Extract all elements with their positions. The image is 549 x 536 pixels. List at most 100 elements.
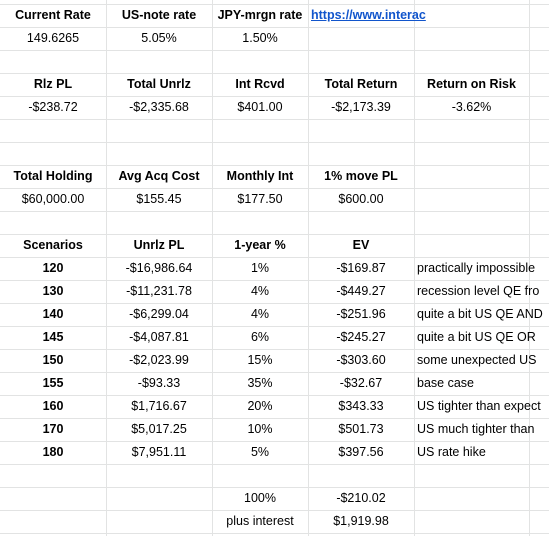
- data-cell[interactable]: -$4,087.81: [129, 330, 189, 344]
- data-cell[interactable]: practically impossible: [417, 261, 536, 275]
- data-cell[interactable]: recession level QE fro: [417, 284, 540, 298]
- row-gridline: [0, 372, 549, 373]
- data-cell[interactable]: $5,017.25: [131, 422, 187, 436]
- header-cell[interactable]: Int Rcvd: [235, 77, 285, 91]
- data-cell[interactable]: $397.56: [338, 445, 384, 459]
- row-gridline: [0, 280, 549, 281]
- data-cell[interactable]: -$11,231.78: [126, 284, 192, 298]
- data-cell[interactable]: quite a bit US QE AND: [417, 307, 543, 321]
- data-cell[interactable]: 155: [42, 376, 64, 390]
- row-gridline: [0, 487, 549, 488]
- data-cell[interactable]: 1%: [250, 261, 270, 275]
- data-cell[interactable]: 180: [42, 445, 64, 459]
- data-cell[interactable]: $155.45: [136, 192, 182, 206]
- row-gridline: [0, 211, 549, 212]
- header-cell[interactable]: EV: [352, 238, 370, 252]
- column-gridline: [212, 0, 213, 536]
- header-cell[interactable]: Current Rate: [15, 8, 91, 22]
- row-gridline: [0, 4, 549, 5]
- header-cell[interactable]: Avg Acq Cost: [118, 169, 200, 183]
- data-cell[interactable]: 10%: [247, 422, 273, 436]
- data-cell[interactable]: -$303.60: [336, 353, 386, 367]
- column-gridline: [529, 0, 530, 536]
- data-cell[interactable]: 150: [42, 353, 64, 367]
- data-cell[interactable]: $1,919.98: [333, 514, 389, 528]
- data-cell[interactable]: -$6,299.04: [129, 307, 189, 321]
- data-cell[interactable]: 4%: [250, 284, 270, 298]
- data-cell[interactable]: $1,716.67: [131, 399, 187, 413]
- data-cell[interactable]: $501.73: [338, 422, 384, 436]
- data-cell[interactable]: base case: [417, 376, 474, 390]
- header-cell[interactable]: Total Holding: [13, 169, 93, 183]
- data-cell[interactable]: $343.33: [338, 399, 384, 413]
- header-cell[interactable]: 1% move PL: [324, 169, 398, 183]
- data-cell[interactable]: 35%: [247, 376, 273, 390]
- data-cell[interactable]: quite a bit US QE OR: [417, 330, 536, 344]
- data-cell[interactable]: $177.50: [237, 192, 283, 206]
- data-cell[interactable]: -$169.87: [336, 261, 386, 275]
- data-cell[interactable]: 170: [42, 422, 64, 436]
- data-cell[interactable]: 5.05%: [141, 31, 177, 45]
- row-gridline: [0, 165, 549, 166]
- row-gridline: [0, 510, 549, 511]
- data-cell[interactable]: -$238.72: [28, 100, 78, 114]
- row-gridline: [0, 533, 549, 534]
- row-gridline: [0, 27, 549, 28]
- data-cell[interactable]: -$16,986.64: [125, 261, 193, 275]
- header-cell[interactable]: Return on Risk: [427, 77, 516, 91]
- row-gridline: [0, 441, 549, 442]
- header-cell[interactable]: Monthly Int: [226, 169, 294, 183]
- data-cell[interactable]: 1.50%: [242, 31, 278, 45]
- reference-link[interactable]: https://www.interac: [311, 8, 426, 22]
- data-cell[interactable]: 149.6265: [26, 31, 80, 45]
- data-cell[interactable]: US rate hike: [417, 445, 486, 459]
- data-cell[interactable]: -$93.33: [137, 376, 181, 390]
- row-gridline: [0, 142, 549, 143]
- data-cell[interactable]: 5%: [250, 445, 270, 459]
- data-cell[interactable]: 145: [42, 330, 64, 344]
- data-cell[interactable]: -$210.02: [336, 491, 386, 505]
- data-cell[interactable]: 20%: [247, 399, 273, 413]
- data-cell[interactable]: $60,000.00: [21, 192, 85, 206]
- data-cell[interactable]: 100%: [244, 491, 276, 505]
- data-cell[interactable]: -3.62%: [451, 100, 492, 114]
- header-cell[interactable]: Total Unrlz: [127, 77, 191, 91]
- data-cell[interactable]: 4%: [250, 307, 270, 321]
- row-gridline: [0, 73, 549, 74]
- data-cell[interactable]: 160: [42, 399, 64, 413]
- header-cell[interactable]: Rlz PL: [33, 77, 73, 91]
- header-cell[interactable]: US-note rate: [121, 8, 197, 22]
- header-cell[interactable]: Scenarios: [23, 238, 83, 252]
- row-gridline: [0, 50, 549, 51]
- data-cell[interactable]: plus interest: [226, 514, 294, 528]
- data-cell[interactable]: 15%: [247, 353, 273, 367]
- data-cell[interactable]: -$449.27: [336, 284, 386, 298]
- data-cell[interactable]: $401.00: [237, 100, 283, 114]
- data-cell[interactable]: $600.00: [338, 192, 384, 206]
- data-cell[interactable]: US tighter than expect: [417, 399, 541, 413]
- header-cell[interactable]: Unrlz PL: [133, 238, 185, 252]
- row-gridline: [0, 326, 549, 327]
- data-cell[interactable]: -$32.67: [339, 376, 383, 390]
- data-cell[interactable]: -$251.96: [336, 307, 386, 321]
- data-cell[interactable]: -$2,173.39: [331, 100, 391, 114]
- header-cell[interactable]: 1-year %: [234, 238, 286, 252]
- data-cell[interactable]: 6%: [250, 330, 270, 344]
- data-cell[interactable]: some unexpected US: [417, 353, 537, 367]
- row-gridline: [0, 96, 549, 97]
- column-gridline: [414, 0, 415, 536]
- data-cell[interactable]: -$245.27: [336, 330, 386, 344]
- row-gridline: [0, 303, 549, 304]
- data-cell[interactable]: 130: [42, 284, 64, 298]
- header-cell[interactable]: Total Return: [324, 77, 398, 91]
- header-cell[interactable]: JPY-mrgn rate: [217, 8, 303, 22]
- row-gridline: [0, 395, 549, 396]
- column-gridline: [308, 0, 309, 536]
- data-cell[interactable]: -$2,023.99: [129, 353, 189, 367]
- row-gridline: [0, 257, 549, 258]
- data-cell[interactable]: US much tighter than: [417, 422, 535, 436]
- data-cell[interactable]: -$2,335.68: [129, 100, 189, 114]
- data-cell[interactable]: 120: [42, 261, 64, 275]
- data-cell[interactable]: 140: [42, 307, 64, 321]
- data-cell[interactable]: $7,951.11: [131, 445, 187, 459]
